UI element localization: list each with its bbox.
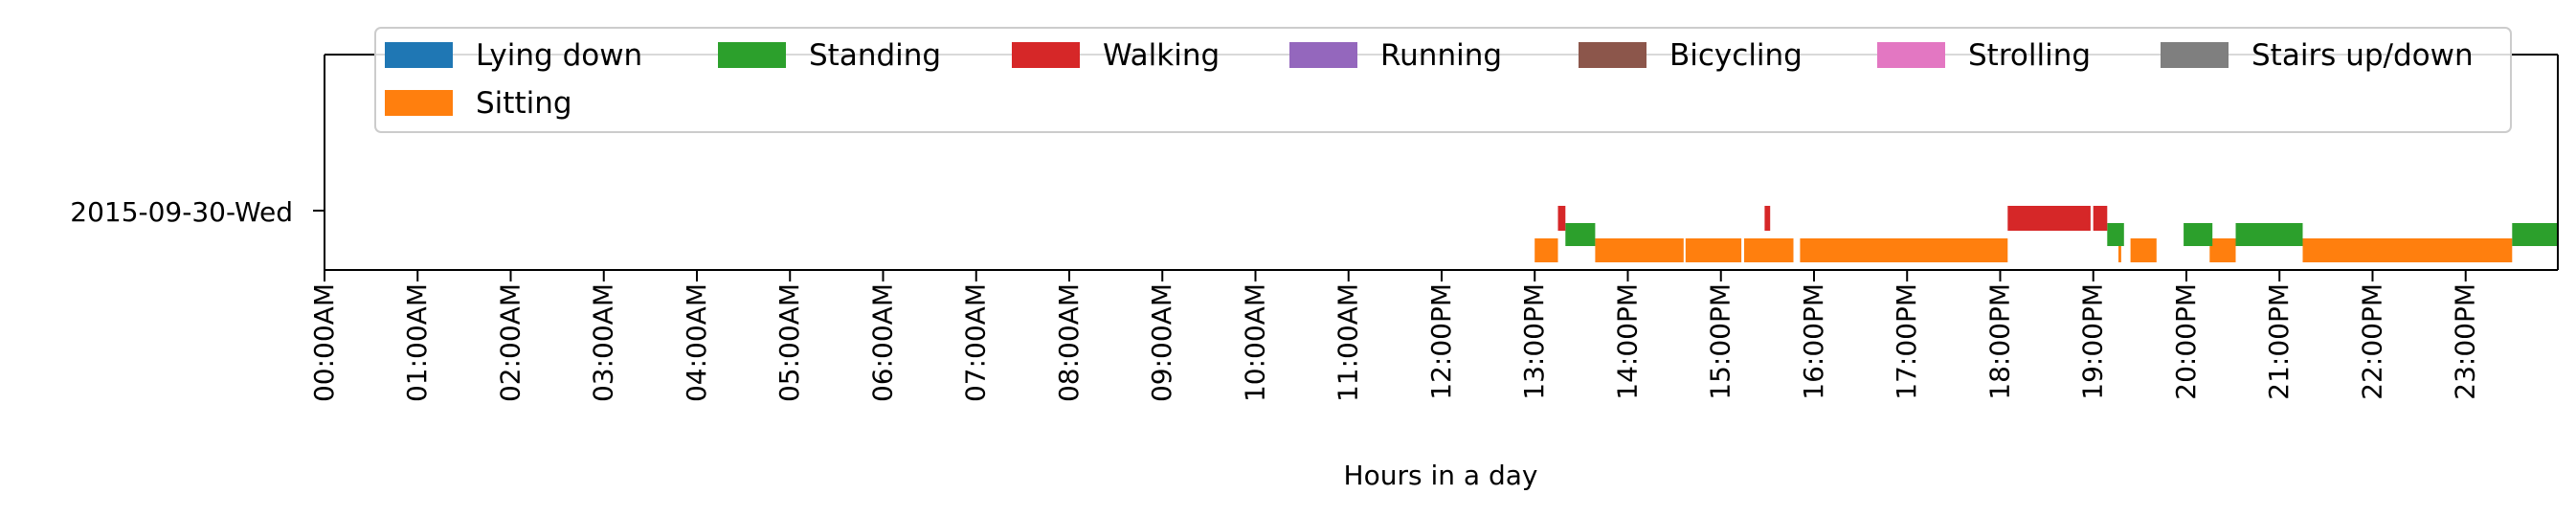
legend-swatch [385,90,453,116]
x-tick-label: 08:00AM [1053,283,1085,402]
y-axis: 2015-09-30-Wed [70,196,325,228]
bar-standing [1565,223,1596,246]
x-tick-label: 03:00AM [588,283,619,402]
x-tick-label: 05:00AM [773,283,805,402]
legend-swatch [718,42,786,68]
x-tick-label: 07:00AM [960,283,992,402]
x-tick-label: 17:00PM [1891,283,1922,400]
x-tick-label: 11:00AM [1333,283,1364,402]
bar-walking [2007,206,2091,231]
x-tick-label: 22:00PM [2356,283,2387,400]
x-tick-label: 15:00PM [1705,283,1736,400]
bar-sitting [2118,238,2121,262]
legend-label: Stairs up/down [2251,38,2474,73]
bar-sitting [2209,238,2236,262]
bar-sitting [2130,238,2157,262]
x-tick-label: 00:00AM [308,283,340,402]
bar-sitting [2302,238,2513,262]
legend-label: Strolling [1968,38,2091,73]
x-tick-label: 10:00AM [1239,283,1270,402]
legend-label: Sitting [476,86,572,121]
x-tick-label: 23:00PM [2450,283,2481,400]
legend-swatch [1289,42,1357,68]
x-axis-ticks: 00:00AM 01:00AM 02:00AM 03:00AM 04:00AM 05:00… [308,270,2481,402]
legend-swatch [1012,42,1080,68]
x-tick-label: 01:00AM [401,283,433,402]
x-tick-label: 09:00AM [1146,283,1177,402]
legend-swatch [385,42,453,68]
legend-label: Walking [1103,38,1220,73]
x-axis-label: Hours in a day [1344,460,1538,491]
legend-label: Bicycling [1669,38,1803,73]
legend-swatch [1579,42,1646,68]
legend-label: Lying down [476,38,642,73]
bar-walking [1557,206,1566,231]
bar-standing [2184,223,2213,246]
legend-swatch [2161,42,2229,68]
bar-standing [2235,223,2303,246]
bar-standing [2107,223,2124,246]
x-tick-label: 19:00PM [2077,283,2109,400]
bar-sitting [1800,238,2008,262]
x-tick-label: 14:00PM [1611,283,1643,400]
x-tick-label: 02:00AM [494,283,526,402]
bar-sitting [1595,238,1684,262]
x-tick-label: 18:00PM [1983,283,2015,400]
bar-sitting [1534,238,1558,262]
legend: Lying down Standing Walking Running Bicyclin… [374,27,2512,133]
bar-sitting [1685,238,1742,262]
x-tick-label: 12:00PM [1425,283,1457,400]
x-tick-label: 20:00PM [2170,283,2202,400]
bar-sitting [1744,238,1794,262]
bar-walking [2093,206,2108,231]
legend-box [374,27,2512,133]
legend-label: Running [1380,38,1502,73]
y-tick-label: 2015-09-30-Wed [70,196,293,228]
bar-walking [1764,206,1771,231]
legend-label: Standing [809,38,941,73]
legend-swatch [1877,42,1945,68]
x-tick-label: 21:00PM [2263,283,2295,400]
x-tick-label: 13:00PM [1518,283,1550,400]
x-tick-label: 16:00PM [1798,283,1829,400]
bar-standing [2512,223,2558,246]
x-tick-label: 06:00AM [866,283,898,402]
activity-bars [1534,206,2558,262]
x-tick-label: 04:00AM [681,283,712,402]
